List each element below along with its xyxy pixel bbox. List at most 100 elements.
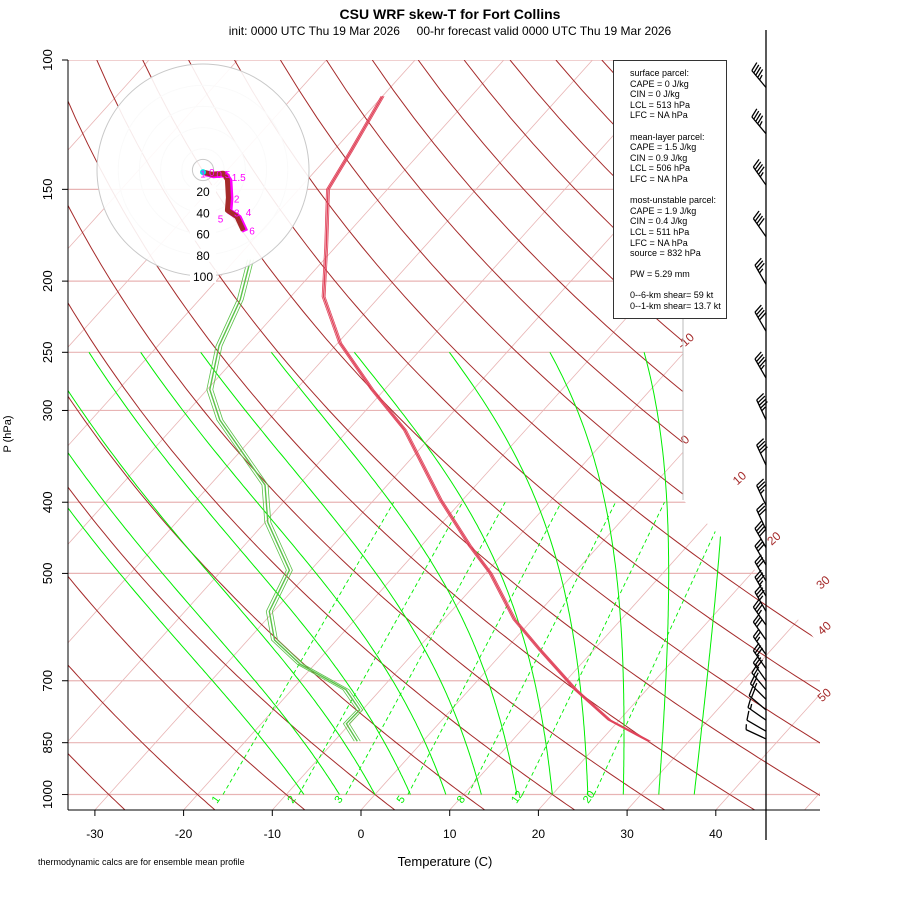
barb-half [749,703,753,710]
isotherm-label: 40 [815,618,835,638]
legend-line: CIN = 0 J/kg [630,89,680,100]
barb-half [755,672,759,678]
barb-full [759,528,767,537]
temperature-profile [324,96,651,742]
temperature-profile [322,95,650,742]
barb-full [757,481,766,489]
barb-full [760,401,768,409]
moist-adiabat [200,352,482,795]
hodograph-height-label: 0.5 [216,170,230,181]
barb-full [756,215,763,224]
moist-adiabat [140,352,447,795]
mixing-ratio-label: 12 [509,789,526,806]
legend-surface: surface parcel: CAPE = 0 J/kg CIN = 0 J/… [630,68,726,121]
x-tick-label: 10 [443,827,457,841]
wind-barb [754,257,767,285]
barb-full [756,541,764,549]
barb-full [754,631,762,640]
barb-staff [748,695,767,711]
mixing-ratio-label: 3 [332,794,345,806]
wind-barb [752,210,767,238]
hodograph-label-bg [190,227,216,241]
dewpoint-profile [212,259,364,742]
barb-full [749,675,756,685]
wind-barb [754,520,767,548]
barb-half [758,74,763,81]
barb-staff [751,70,767,88]
moist-adiabat [68,352,305,795]
barb-staff [752,662,767,682]
barb-full [756,618,763,628]
barb-full [758,443,767,452]
legend-shear-6km: 0--6-km shear= 59 kt [630,290,714,301]
legend-line: CAPE = 1.5 J/kg [630,142,697,153]
wind-barb [756,392,768,421]
temperature-profile [321,96,648,742]
moist-adiabat [68,352,340,795]
barb-full [754,304,762,313]
barb-staff [754,311,767,332]
barb-staff [746,719,767,732]
moist-adiabat [549,352,625,795]
legend-line: mean-layer parcel: [630,131,705,142]
barb-staff [756,509,767,530]
legend-line: LCL = 506 hPa [630,163,690,174]
barb-staff [752,606,767,626]
dry-adiabat [68,60,216,810]
x-tick-label: 40 [709,827,723,841]
barb-full [756,604,763,613]
mixing-ratio-label: 2 [285,794,298,806]
legend-line: most-unstable parcel: [630,195,717,206]
barb-full [755,113,762,122]
barb-full [754,257,762,266]
barb-full [754,616,762,625]
x-tick-label: -10 [264,827,282,841]
isotherm-label: 0 [678,432,693,447]
wind-barb [752,159,767,186]
barb-full [752,210,760,220]
moist-adiabat [643,352,670,795]
mixing-ratio-line [407,501,562,795]
dewpoint-profile [209,259,361,742]
hodograph-ring-label: 60 [196,228,210,242]
barb-staff [749,683,767,700]
y-tick-label: 300 [40,400,55,422]
barb-full [756,354,764,363]
mixing-ratio-line [467,501,617,795]
barb-full [757,309,765,318]
y-tick-label: 100 [40,49,55,71]
barb-full [752,628,760,638]
barb-full [752,159,760,168]
legend-line: CIN = 0.4 J/kg [630,216,688,227]
barb-staff [751,672,767,691]
wind-barb [754,554,767,582]
barb-full [746,710,750,721]
barb-full [753,110,760,120]
wind-barb [756,502,767,530]
chart-title: CSU WRF skew-T for Fort Collins [339,6,561,22]
barb-full [756,392,765,401]
barb-half [761,406,766,412]
wind-barb [751,108,767,135]
y-tick-label: 400 [40,491,55,513]
barb-staff [754,561,767,582]
barb-staff [756,399,767,421]
dry-adiabat [325,60,820,810]
barb-staff [756,444,767,466]
wind-barb [748,686,767,711]
hodograph-ring-label: 100 [193,270,213,284]
mixing-ratio-line [593,502,730,795]
wind-barb [746,710,767,732]
legend-pw: PW = 5.29 mm [630,269,690,280]
barb-full [757,526,765,535]
dry-adiabat [68,60,576,810]
y-tick-label: 250 [40,341,55,363]
dewpoint-profile [206,259,358,742]
footnote: thermodynamic calcs are for ensemble mea… [38,857,245,867]
dry-adiabat [371,60,820,810]
barb-full [751,108,758,118]
dry-adiabat [68,60,396,810]
dry-adiabat [68,60,756,810]
hodograph-height-label: 6 [249,226,255,237]
barb-full [758,508,767,516]
